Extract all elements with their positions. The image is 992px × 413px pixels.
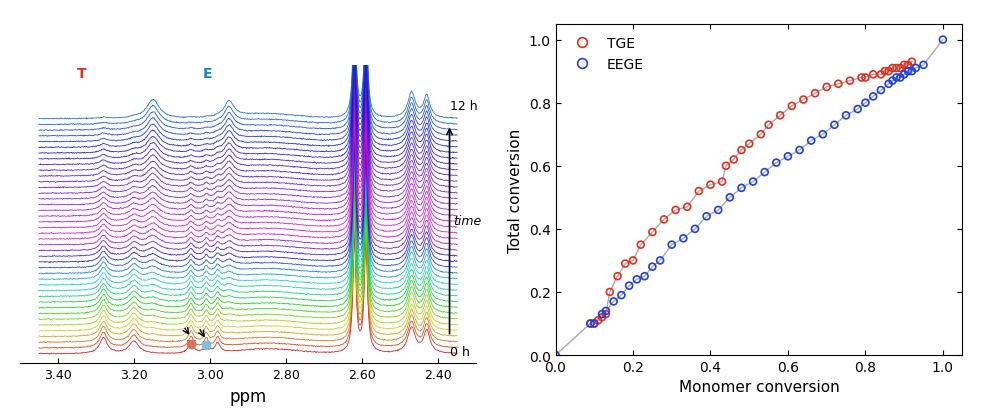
TGE xyxy=(690,188,706,195)
EEGE xyxy=(804,138,819,145)
TGE xyxy=(726,157,742,164)
EEGE xyxy=(687,226,703,233)
TGE xyxy=(598,311,614,318)
EEGE xyxy=(733,185,749,192)
TGE xyxy=(784,103,800,110)
EEGE xyxy=(745,179,761,185)
EEGE xyxy=(814,132,830,138)
TGE xyxy=(645,229,661,236)
TGE xyxy=(590,317,606,324)
TGE xyxy=(582,320,598,327)
EEGE xyxy=(850,107,866,113)
Text: T: T xyxy=(186,338,195,351)
EEGE xyxy=(900,69,916,75)
X-axis label: Monomer conversion: Monomer conversion xyxy=(679,380,839,394)
EEGE xyxy=(934,37,950,44)
EEGE xyxy=(780,154,796,160)
EEGE xyxy=(722,195,738,201)
EEGE xyxy=(904,69,920,75)
TGE xyxy=(873,72,889,78)
TGE xyxy=(877,69,893,75)
TGE xyxy=(830,81,846,88)
TGE xyxy=(625,257,641,264)
Text: T: T xyxy=(76,67,86,81)
TGE xyxy=(753,132,769,138)
EEGE xyxy=(613,292,629,299)
Text: E: E xyxy=(202,67,212,81)
EEGE xyxy=(885,78,901,85)
EEGE xyxy=(769,160,785,166)
TGE xyxy=(633,242,649,248)
Legend: TGE, EEGE: TGE, EEGE xyxy=(562,32,650,78)
TGE xyxy=(807,91,823,97)
EEGE xyxy=(838,113,854,119)
X-axis label: ppm: ppm xyxy=(229,387,267,405)
TGE xyxy=(594,314,610,321)
TGE xyxy=(853,75,869,82)
EEGE xyxy=(586,320,602,327)
EEGE xyxy=(582,320,598,327)
TGE xyxy=(718,163,734,170)
TGE xyxy=(772,113,788,119)
TGE xyxy=(842,78,858,85)
TGE xyxy=(680,204,695,211)
EEGE xyxy=(881,81,897,88)
TGE xyxy=(602,289,618,296)
TGE xyxy=(881,69,897,75)
TGE xyxy=(818,84,834,91)
EEGE xyxy=(594,311,610,318)
EEGE xyxy=(652,257,668,264)
EEGE xyxy=(664,242,680,248)
EEGE xyxy=(896,72,912,78)
TGE xyxy=(900,62,916,69)
TGE xyxy=(668,207,683,214)
TGE xyxy=(761,122,777,129)
TGE xyxy=(617,261,633,267)
TGE xyxy=(885,66,901,72)
TGE xyxy=(586,320,602,327)
EEGE xyxy=(676,235,691,242)
TGE xyxy=(896,62,912,69)
EEGE xyxy=(645,264,661,271)
TGE xyxy=(702,182,718,189)
TGE xyxy=(741,141,757,148)
EEGE xyxy=(621,282,637,289)
Text: E: E xyxy=(202,339,210,352)
EEGE xyxy=(893,75,909,82)
TGE xyxy=(865,72,881,78)
TGE xyxy=(904,59,920,66)
TGE xyxy=(857,75,873,82)
EEGE xyxy=(826,122,842,129)
TGE xyxy=(893,66,909,72)
TGE xyxy=(656,216,672,223)
TGE xyxy=(889,66,905,72)
Text: 0 h: 0 h xyxy=(449,346,469,358)
Y-axis label: Total conversion: Total conversion xyxy=(508,128,523,252)
EEGE xyxy=(598,308,614,314)
EEGE xyxy=(916,62,931,69)
TGE xyxy=(714,179,730,185)
EEGE xyxy=(606,298,622,305)
EEGE xyxy=(637,273,653,280)
TGE xyxy=(796,97,811,104)
EEGE xyxy=(757,169,773,176)
TGE xyxy=(733,147,749,154)
Text: 12 h: 12 h xyxy=(449,100,477,113)
Text: time: time xyxy=(453,214,481,227)
EEGE xyxy=(792,147,807,154)
EEGE xyxy=(857,100,873,107)
EEGE xyxy=(865,94,881,100)
TGE xyxy=(609,273,625,280)
EEGE xyxy=(908,66,924,72)
EEGE xyxy=(710,207,726,214)
EEGE xyxy=(873,88,889,94)
EEGE xyxy=(629,276,645,283)
EEGE xyxy=(548,352,563,358)
EEGE xyxy=(698,214,714,220)
EEGE xyxy=(889,75,905,82)
